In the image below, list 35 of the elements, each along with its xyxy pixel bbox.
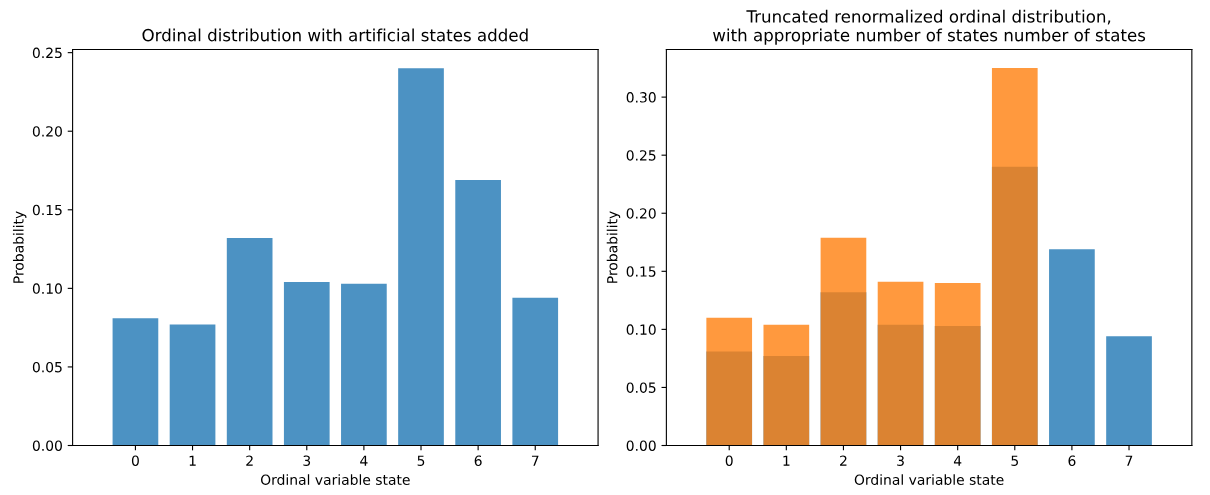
y-tick-label: 0.10 bbox=[626, 324, 656, 335]
y-tick-label: 0.15 bbox=[32, 204, 62, 216]
x-tick-label: 5 bbox=[417, 455, 425, 466]
x-tick-label: 4 bbox=[953, 455, 962, 466]
y-tick-label: 0.25 bbox=[626, 150, 656, 161]
y-tick-label: 0.10 bbox=[32, 283, 62, 294]
x-tick-label: 2 bbox=[246, 455, 253, 466]
x-tick-label: 0 bbox=[725, 455, 733, 466]
y-tick-label: 0.25 bbox=[32, 47, 62, 59]
chart-title: Truncated renormalized ordinal distribution, with appropriate number of states number of states bbox=[713, 9, 1146, 45]
x-tick-label: 7 bbox=[1125, 455, 1133, 466]
y-tick-label: 0.20 bbox=[626, 208, 656, 219]
y-axis-title: Probability bbox=[12, 211, 27, 283]
x-tick-label: 3 bbox=[897, 455, 904, 466]
y-tick-label: 0.00 bbox=[626, 440, 656, 451]
x-axis-title: Ordinal variable state bbox=[854, 474, 1004, 485]
x-tick-label: 0 bbox=[131, 455, 139, 466]
y-tick-label: 0.30 bbox=[626, 92, 656, 103]
x-tick-label: 3 bbox=[303, 455, 311, 466]
x-tick-label: 4 bbox=[360, 455, 368, 466]
x-axis-title: Ordinal variable state bbox=[260, 474, 410, 485]
y-tick-label: 0.05 bbox=[626, 382, 656, 393]
x-tick-label: 2 bbox=[840, 455, 847, 466]
x-tick-label: 5 bbox=[1011, 455, 1018, 466]
chart-title: Ordinal distribution with artificial states added bbox=[142, 28, 528, 42]
y-axis-title: Probability bbox=[606, 211, 621, 283]
x-tick-label: 1 bbox=[783, 455, 790, 466]
y-tick-label: 0.00 bbox=[32, 440, 62, 451]
x-tick-label: 1 bbox=[189, 455, 196, 466]
x-tick-label: 7 bbox=[531, 455, 539, 466]
x-tick-label: 6 bbox=[474, 455, 482, 466]
y-tick-label: 0.05 bbox=[32, 361, 62, 373]
y-tick-label: 0.15 bbox=[626, 266, 656, 277]
y-tick-label: 0.20 bbox=[32, 126, 62, 137]
x-tick-label: 6 bbox=[1068, 455, 1076, 466]
